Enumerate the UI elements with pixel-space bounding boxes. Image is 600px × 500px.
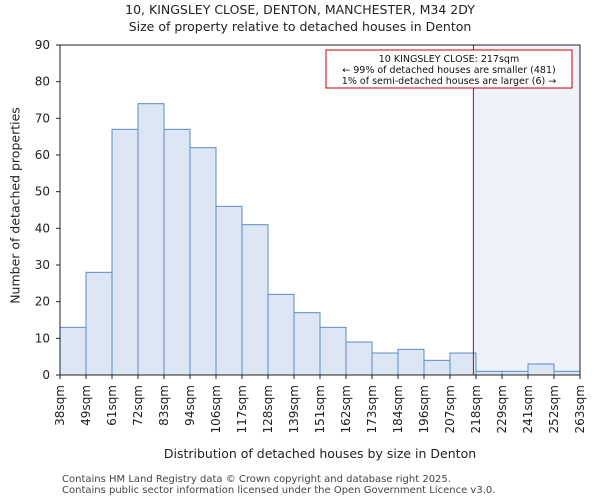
x-axis-label: Distribution of detached houses by size … xyxy=(163,446,477,461)
chart-subtitle: Size of property relative to detached ho… xyxy=(128,19,472,34)
bar-207sqm xyxy=(449,352,477,376)
annotation-box xyxy=(325,49,573,89)
x-tick-label: 252sqm xyxy=(547,385,561,433)
x-tick-label: 173sqm xyxy=(365,385,379,433)
y-tick-label: 30 xyxy=(35,258,50,272)
bar-151sqm xyxy=(319,326,347,376)
x-tick-label: 162sqm xyxy=(339,385,353,433)
x-tick-label: 218sqm xyxy=(469,385,483,433)
bar-72sqm xyxy=(137,103,165,376)
bar-184sqm xyxy=(397,348,425,376)
y-tick-label: 70 xyxy=(35,111,50,125)
x-tick-label: 49sqm xyxy=(79,385,93,426)
y-tick-label: 0 xyxy=(42,368,50,382)
y-axis-label: Number of detached properties xyxy=(7,107,23,304)
y-tick-label: 50 xyxy=(35,185,50,199)
highlight-region xyxy=(473,45,580,375)
x-tick-label: 263sqm xyxy=(573,385,587,433)
x-tick-label: 196sqm xyxy=(417,385,431,433)
x-tick-label: 94sqm xyxy=(183,385,197,426)
x-tick-label: 184sqm xyxy=(391,385,405,433)
x-tick-label: 241sqm xyxy=(521,385,535,433)
x-tick-label: 106sqm xyxy=(209,385,223,433)
bar-162sqm xyxy=(345,341,373,376)
bar-83sqm xyxy=(163,128,191,376)
x-tick-label: 61sqm xyxy=(105,385,119,426)
y-tick-label: 40 xyxy=(35,221,50,235)
annotation-line-2: ← 99% of detached houses are smaller (48… xyxy=(342,65,555,76)
x-tick-label: 151sqm xyxy=(313,385,327,433)
x-tick-label: 72sqm xyxy=(131,385,145,426)
bar-128sqm xyxy=(267,293,295,376)
bar-196sqm xyxy=(423,359,451,376)
annotation-line-1: 10 KINGSLEY CLOSE: 217sqm xyxy=(379,54,519,65)
bar-252sqm xyxy=(553,370,581,376)
y-tick-label: 90 xyxy=(35,38,50,52)
x-tick-label: 229sqm xyxy=(495,385,509,433)
bar-241sqm xyxy=(527,363,555,376)
y-tick-label: 60 xyxy=(35,148,50,162)
bar-229sqm xyxy=(501,370,529,376)
footer-line-1: Contains HM Land Registry data © Crown c… xyxy=(62,474,451,485)
bar-218sqm xyxy=(475,370,503,376)
bar-117sqm xyxy=(241,224,269,376)
footer-line-2: Contains public sector information licen… xyxy=(62,485,496,496)
x-tick-label: 38sqm xyxy=(53,385,67,426)
x-tick-label: 117sqm xyxy=(235,385,249,433)
y-tick-label: 10 xyxy=(35,331,50,345)
y-tick-label: 80 xyxy=(35,75,50,89)
x-tick-label: 139sqm xyxy=(287,385,301,433)
x-tick-label: 83sqm xyxy=(157,385,171,426)
y-tick-label: 20 xyxy=(35,295,50,309)
x-tick-label: 207sqm xyxy=(443,385,457,433)
bar-61sqm xyxy=(111,128,139,376)
bar-38sqm xyxy=(59,326,87,376)
bar-139sqm xyxy=(293,312,321,376)
bar-94sqm xyxy=(189,147,217,376)
chart-title: 10, KINGSLEY CLOSE, DENTON, MANCHESTER, … xyxy=(125,2,475,17)
bar-173sqm xyxy=(371,352,399,376)
bar-106sqm xyxy=(215,205,243,376)
bar-49sqm xyxy=(85,271,113,376)
x-tick-label: 128sqm xyxy=(261,385,275,433)
annotation-line-3: 1% of semi-detached houses are larger (6… xyxy=(342,76,556,87)
